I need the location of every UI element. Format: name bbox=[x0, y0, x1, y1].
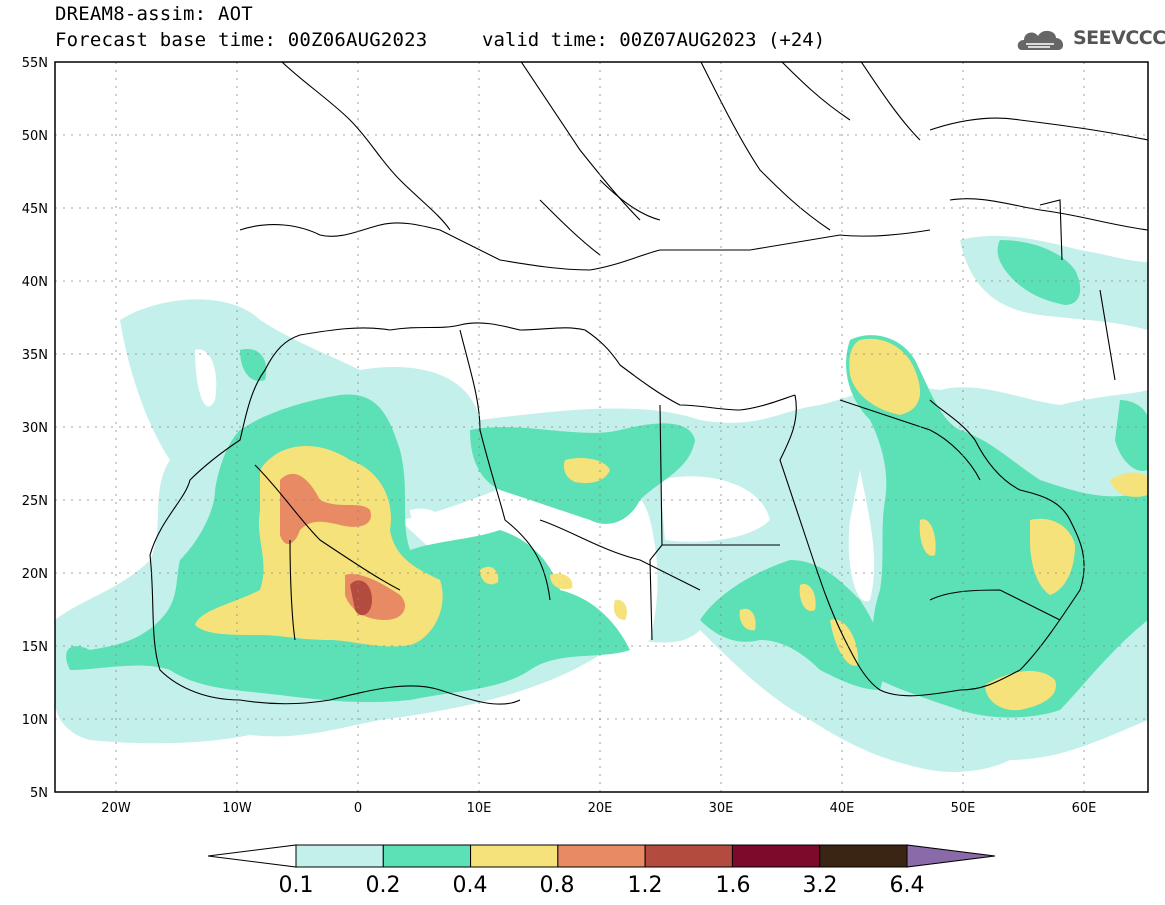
colorbar-swatch bbox=[906, 844, 996, 868]
lat-label: 5N bbox=[30, 786, 48, 801]
dust-map: 55N 50N 45N 40N 35N 30N 25N 20N 15N 10N … bbox=[22, 56, 1149, 816]
colorbar-label: 3.2 bbox=[803, 873, 838, 898]
colorbar-label: 0.2 bbox=[366, 873, 401, 898]
coastlines-borders bbox=[149, 62, 1148, 705]
lat-label: 35N bbox=[22, 348, 48, 363]
colorbar-label: 0.8 bbox=[540, 873, 575, 898]
lon-label: 30E bbox=[709, 801, 734, 816]
lat-axis: 55N 50N 45N 40N 35N 30N 25N 20N 15N 10N … bbox=[22, 56, 48, 801]
lat-label: 15N bbox=[22, 640, 48, 655]
colorbar-label: 1.6 bbox=[716, 873, 751, 898]
lat-label: 30N bbox=[22, 421, 48, 436]
lat-label: 55N bbox=[22, 56, 48, 71]
colorbar-swatch bbox=[557, 844, 646, 868]
lon-label: 10E bbox=[467, 801, 492, 816]
lon-label: 50E bbox=[951, 801, 976, 816]
colorbar-swatch bbox=[819, 844, 908, 868]
forecast-base-time: Forecast base time: 00Z06AUG2023 bbox=[55, 29, 428, 51]
lat-label: 45N bbox=[22, 202, 48, 217]
colorbar-swatch bbox=[731, 844, 821, 868]
cloud-icon bbox=[1017, 30, 1064, 50]
lon-axis: 20W 10W 0 10E 20E 30E 40E 50E 60E bbox=[101, 801, 1096, 816]
colorbar-swatch bbox=[470, 844, 559, 868]
map-title: DREAM8-assim: AOT bbox=[55, 3, 253, 25]
logo-text: SEEVCCC bbox=[1073, 27, 1165, 49]
colorbar-label: 1.2 bbox=[628, 873, 663, 898]
colorbar-swatch bbox=[644, 844, 733, 868]
gridlines bbox=[55, 62, 1148, 792]
colorbar-label: 6.4 bbox=[890, 873, 925, 898]
lon-label: 40E bbox=[830, 801, 855, 816]
lat-label: 40N bbox=[22, 275, 48, 290]
lat-label: 20N bbox=[22, 567, 48, 582]
colorbar-labels: 0.1 0.2 0.4 0.8 1.2 1.6 3.2 6.4 bbox=[279, 873, 925, 898]
colorbar-label: 0.1 bbox=[279, 873, 314, 898]
colorbar: 0.1 0.2 0.4 0.8 1.2 1.6 3.2 6.4 bbox=[207, 844, 996, 898]
colorbar-swatch bbox=[207, 844, 297, 868]
map-frame bbox=[54, 61, 1149, 793]
valid-time: valid time: 00Z07AUG2023 (+24) bbox=[482, 29, 826, 51]
lat-label: 10N bbox=[22, 713, 48, 728]
colorbar-swatches bbox=[207, 844, 996, 868]
lon-label: 20E bbox=[588, 801, 613, 816]
colorbar-label: 0.4 bbox=[453, 873, 488, 898]
colorbar-swatch bbox=[382, 844, 472, 868]
aot-contours bbox=[55, 62, 1148, 792]
lon-label: 60E bbox=[1072, 801, 1097, 816]
lon-label: 20W bbox=[101, 801, 131, 816]
lat-label: 25N bbox=[22, 494, 48, 509]
lon-label: 10W bbox=[222, 801, 252, 816]
lon-label: 0 bbox=[354, 801, 362, 816]
aot-level-1-2 bbox=[350, 580, 372, 616]
lat-label: 50N bbox=[22, 129, 48, 144]
colorbar-swatch bbox=[295, 844, 384, 868]
